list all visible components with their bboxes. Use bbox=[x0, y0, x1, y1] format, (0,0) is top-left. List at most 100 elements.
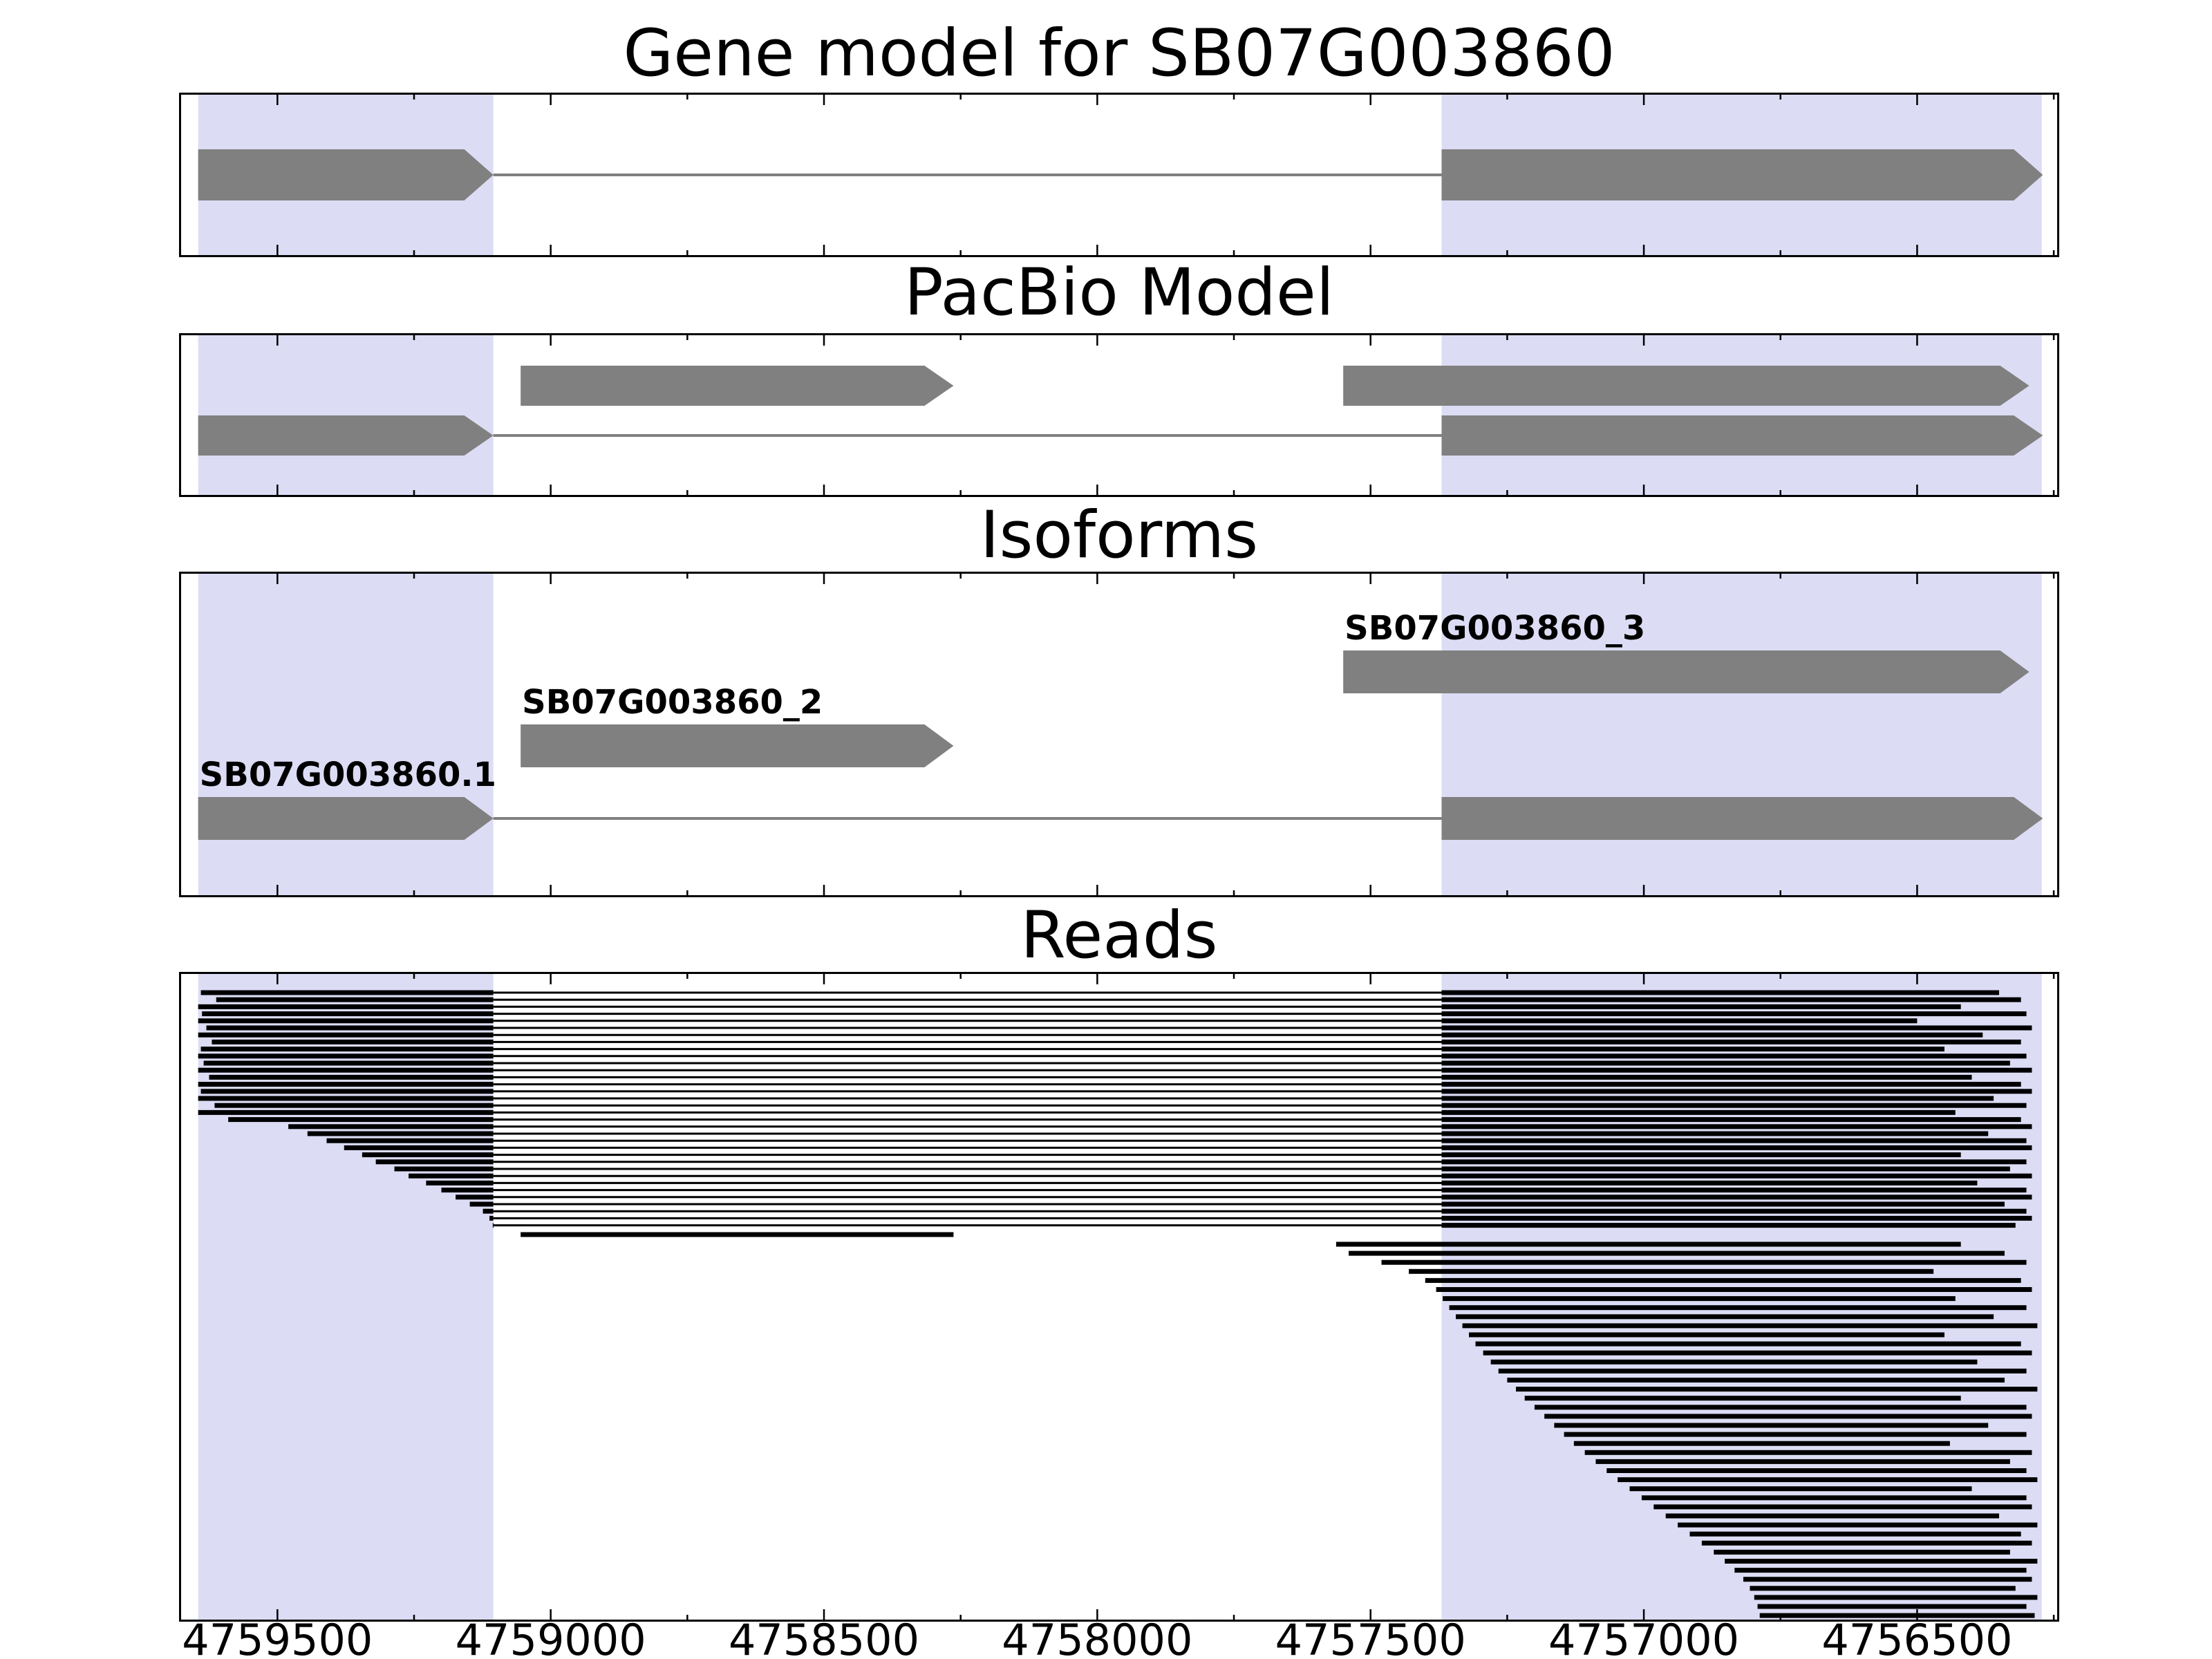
read-exon bbox=[456, 1194, 494, 1200]
read-exon bbox=[1409, 1268, 1934, 1274]
highlight-region bbox=[1441, 333, 2042, 497]
read-exon bbox=[1618, 1477, 2038, 1483]
read-exon bbox=[1564, 1432, 2027, 1437]
read-exon bbox=[1441, 1166, 2010, 1172]
read-exon bbox=[362, 1152, 494, 1158]
x-tick-label: 4757500 bbox=[1275, 1615, 1466, 1659]
read-exon bbox=[1516, 1387, 2038, 1392]
read-exon bbox=[288, 1124, 494, 1130]
panel-title-isoforms: Isoforms bbox=[980, 498, 1259, 573]
read-exon bbox=[1441, 1109, 1956, 1115]
read-exon bbox=[203, 1060, 494, 1066]
panel-isoforms: SB07G003860_3 SB07G003860_2 SB07G003860.1 bbox=[179, 572, 2059, 897]
read-exon bbox=[1456, 1314, 1994, 1320]
read-exon bbox=[1441, 1053, 2027, 1059]
isoform-label: SB07G003860.1 bbox=[200, 756, 496, 794]
read-exon bbox=[200, 1047, 494, 1052]
exon-arrow bbox=[1441, 797, 2043, 840]
x-tick-label: 4757000 bbox=[1548, 1615, 1740, 1659]
isoform-label: SB07G003860_3 bbox=[1344, 609, 1645, 648]
read-exon bbox=[1441, 1201, 2005, 1207]
x-tick-label: 4759500 bbox=[182, 1615, 373, 1659]
read-exon bbox=[198, 1004, 494, 1009]
read-exon bbox=[1754, 1595, 2038, 1600]
panel-border bbox=[179, 333, 2059, 497]
panel-title-pacbio-model: PacBio Model bbox=[904, 255, 1334, 330]
gene-model-canvas bbox=[179, 93, 2059, 257]
read-exon bbox=[1544, 1414, 2032, 1419]
read-exon bbox=[198, 1067, 494, 1073]
read-exon bbox=[492, 1223, 494, 1228]
read-exon bbox=[1641, 1495, 2027, 1501]
read-exon bbox=[1441, 1060, 2010, 1066]
read-exon bbox=[1743, 1577, 2032, 1582]
panel-border bbox=[179, 93, 2059, 257]
read-exon bbox=[1381, 1259, 2027, 1265]
read-exon bbox=[426, 1180, 494, 1185]
read-exon bbox=[1441, 1131, 1989, 1136]
panel-reads bbox=[179, 972, 2059, 1622]
x-tick-label: 4758500 bbox=[728, 1615, 920, 1659]
read-exon bbox=[1441, 1004, 1961, 1009]
exon-arrow bbox=[521, 366, 954, 406]
read-exon bbox=[1653, 1504, 2032, 1510]
read-exon bbox=[1606, 1468, 2027, 1473]
read-exon bbox=[200, 1089, 494, 1094]
read-exon bbox=[209, 1074, 494, 1080]
read-exon bbox=[326, 1138, 494, 1143]
read-exon bbox=[394, 1166, 494, 1172]
read-exon bbox=[1725, 1559, 2038, 1564]
read-exon bbox=[1441, 1032, 1983, 1038]
read-exon bbox=[1441, 1089, 2032, 1094]
exon-arrow bbox=[1441, 415, 2043, 456]
read-exon bbox=[1441, 1103, 2027, 1108]
read-exon bbox=[1483, 1350, 2032, 1356]
highlight-region bbox=[198, 572, 494, 897]
read-exon bbox=[1498, 1368, 2027, 1374]
exon-arrow bbox=[521, 724, 954, 767]
read-exon bbox=[1441, 1011, 2027, 1017]
read-exon bbox=[1441, 1188, 2027, 1193]
read-exon bbox=[1441, 1194, 2032, 1200]
x-axis: 4759500 4759000 4758500 4758000 4757500 47570… bbox=[179, 1615, 2059, 1659]
read-exon bbox=[1490, 1359, 1978, 1365]
isoform-label: SB07G003860_2 bbox=[522, 683, 823, 722]
read-exon bbox=[1441, 997, 2021, 1002]
read-exon bbox=[1701, 1540, 2032, 1546]
read-exon bbox=[198, 1082, 494, 1087]
highlight-region bbox=[198, 333, 494, 497]
read-exon bbox=[1462, 1323, 2038, 1329]
read-exon bbox=[1507, 1378, 2005, 1382]
read-exon bbox=[1534, 1405, 2027, 1410]
read-exon bbox=[1441, 1117, 2021, 1123]
read-exon bbox=[1441, 1025, 2032, 1031]
read-exon bbox=[1449, 1305, 2027, 1311]
read-exon bbox=[1759, 1613, 2035, 1618]
read-exon bbox=[521, 1232, 954, 1237]
read-exon bbox=[1441, 1223, 2016, 1228]
read-exon bbox=[1629, 1486, 1972, 1492]
read-exon bbox=[202, 1011, 494, 1017]
read-exon bbox=[307, 1131, 494, 1136]
read-exon bbox=[482, 1208, 494, 1214]
read-exon bbox=[1441, 1159, 2027, 1165]
read-exon bbox=[1441, 1180, 1978, 1185]
read-exon bbox=[1441, 1215, 2032, 1221]
read-exon bbox=[1757, 1604, 2027, 1609]
read-exon bbox=[1441, 1145, 2032, 1150]
reads-canvas bbox=[179, 972, 2059, 1622]
x-tick-label: 4758000 bbox=[1002, 1615, 1193, 1659]
read-exon bbox=[1335, 1241, 1961, 1247]
read-exon bbox=[1441, 1138, 2027, 1143]
exon-arrow bbox=[1441, 149, 2043, 200]
read-exon bbox=[198, 1053, 494, 1059]
panel-gene-model bbox=[179, 93, 2059, 257]
exon-arrow bbox=[1343, 650, 2030, 693]
read-exon bbox=[1349, 1250, 2005, 1256]
read-exon bbox=[1678, 1522, 2038, 1528]
read-exon bbox=[1436, 1287, 2032, 1292]
read-exon bbox=[1441, 990, 2000, 995]
read-exon bbox=[1584, 1450, 2032, 1455]
panel-title-gene-model: Gene model for SB07G003860 bbox=[623, 16, 1615, 91]
